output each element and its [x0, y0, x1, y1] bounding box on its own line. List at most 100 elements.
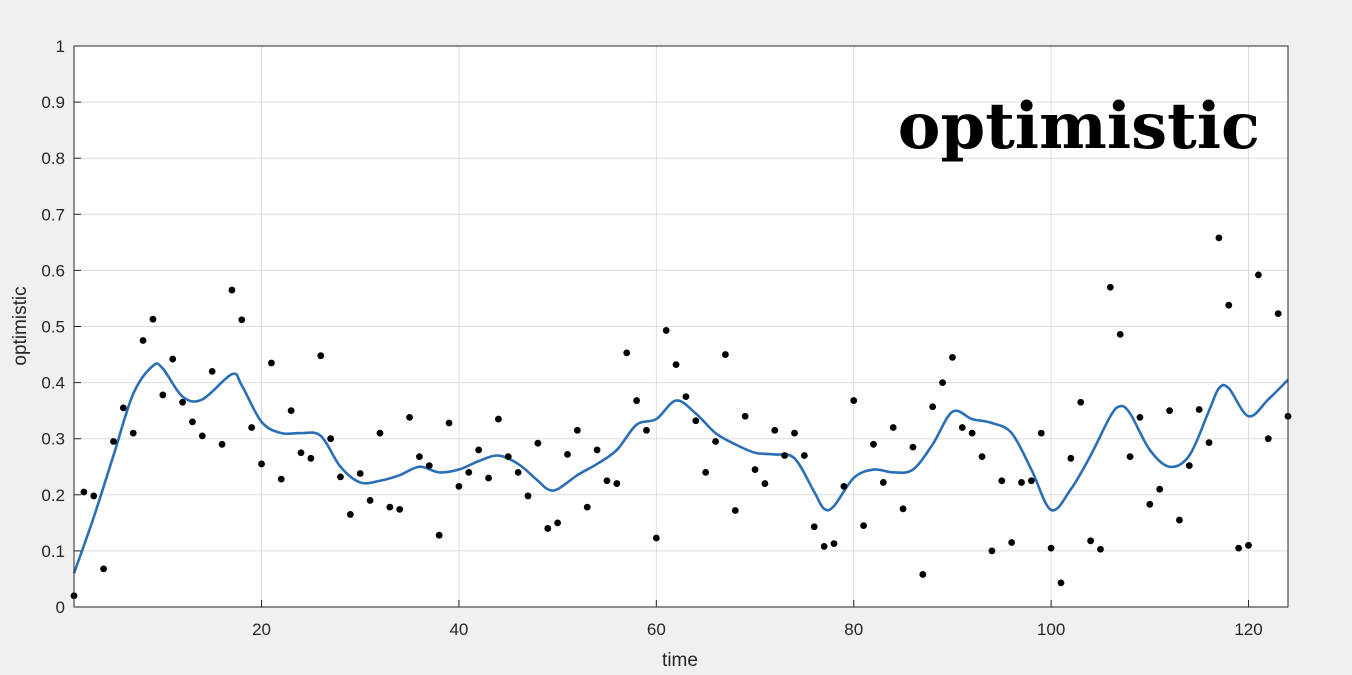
data-point — [603, 477, 611, 485]
smoothed-line-layer — [72, 362, 1289, 574]
data-point — [1195, 406, 1203, 413]
data-point — [662, 327, 670, 334]
data-point — [564, 451, 571, 458]
data-point — [751, 466, 759, 473]
data-point — [317, 352, 325, 360]
data-point — [435, 531, 443, 539]
data-point — [1274, 310, 1282, 317]
data-point — [228, 286, 236, 294]
data-point — [1037, 429, 1045, 437]
data-point — [949, 353, 956, 361]
data-point — [366, 497, 374, 504]
y-tick-label: 0.8 — [41, 149, 65, 168]
data-point — [475, 446, 483, 454]
data-point — [504, 453, 512, 461]
data-point — [652, 534, 660, 542]
data-point — [258, 460, 265, 468]
data-point — [90, 492, 98, 500]
data-point — [248, 424, 256, 431]
x-axis-ticks: 20 40 60 80 100 120 — [252, 600, 1263, 639]
chart-title: optimistic — [898, 89, 1260, 164]
data-point — [1116, 330, 1124, 338]
data-point — [100, 565, 108, 573]
data-point — [129, 429, 137, 437]
data-point — [712, 438, 719, 445]
y-axis-label: optimistic — [10, 286, 31, 365]
data-point — [929, 403, 937, 411]
data-point — [899, 505, 907, 513]
data-point — [1166, 407, 1173, 415]
y-tick-label: 0.5 — [41, 318, 65, 337]
data-point — [692, 417, 700, 425]
data-point — [416, 453, 423, 461]
data-point — [771, 426, 779, 434]
data-point — [1176, 516, 1183, 524]
scatter-points — [70, 234, 1292, 600]
y-tick-label: 0.7 — [41, 205, 65, 224]
data-point — [376, 429, 384, 437]
data-point — [356, 470, 364, 477]
data-point — [1057, 579, 1065, 587]
data-point — [682, 393, 690, 401]
data-point — [1235, 544, 1243, 552]
x-tick-label: 60 — [647, 620, 666, 639]
data-point — [1106, 283, 1114, 291]
data-point — [1067, 454, 1075, 462]
data-point — [346, 511, 354, 518]
data-point — [465, 468, 473, 476]
data-point — [968, 429, 976, 437]
data-point — [850, 397, 858, 404]
data-point — [633, 397, 640, 404]
data-point — [1077, 398, 1085, 406]
x-tick-label: 20 — [252, 620, 271, 639]
y-tick-label: 0.4 — [41, 374, 65, 393]
data-point — [1047, 544, 1055, 552]
data-point — [1146, 500, 1154, 508]
data-point — [267, 359, 275, 367]
data-point — [1008, 539, 1016, 546]
data-point — [495, 415, 502, 423]
data-point — [1087, 537, 1095, 545]
data-point — [277, 475, 285, 483]
grid — [74, 46, 1288, 607]
data-point — [761, 480, 769, 487]
x-tick-label: 120 — [1234, 620, 1262, 639]
data-point — [702, 468, 710, 476]
data-point — [425, 462, 433, 470]
y-tick-label: 0.2 — [41, 486, 65, 505]
x-tick-label: 40 — [449, 620, 468, 639]
data-point — [297, 449, 305, 457]
data-point — [722, 351, 729, 358]
data-point — [939, 379, 946, 386]
data-point — [998, 477, 1006, 485]
y-tick-label: 0.6 — [41, 261, 65, 280]
data-point — [386, 503, 394, 511]
data-point — [741, 412, 749, 420]
data-point — [613, 480, 621, 487]
data-point — [1136, 413, 1144, 421]
data-point — [623, 349, 631, 357]
data-point — [800, 452, 808, 459]
data-point — [781, 452, 789, 459]
data-point — [1097, 545, 1104, 553]
data-point — [169, 355, 177, 363]
data-point — [307, 454, 315, 462]
data-point — [958, 424, 966, 431]
data-point — [139, 337, 147, 344]
data-point — [554, 519, 562, 527]
data-point — [791, 429, 798, 437]
data-point — [978, 453, 986, 461]
y-tick-label: 0 — [56, 598, 65, 617]
data-point — [1254, 271, 1262, 279]
data-point — [534, 439, 542, 447]
data-point — [485, 474, 492, 482]
data-point — [396, 505, 404, 513]
data-point — [80, 488, 88, 496]
data-point — [909, 443, 917, 451]
data-point — [337, 473, 344, 481]
data-point — [544, 525, 552, 532]
data-point — [287, 407, 295, 415]
data-point — [149, 315, 157, 323]
x-axis-label: time — [662, 650, 698, 671]
